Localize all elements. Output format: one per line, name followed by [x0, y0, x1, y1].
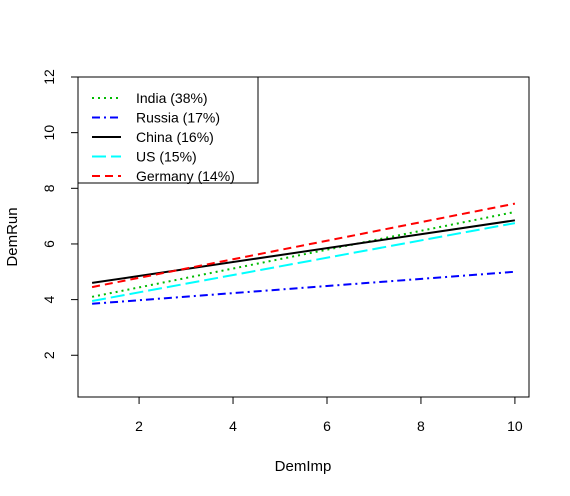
legend-label: India (38%)	[136, 90, 208, 106]
series-lines	[91, 202, 516, 305]
x-axis: 2 4 6 8 10	[135, 396, 523, 434]
y-axis-title: DemRun	[4, 207, 21, 266]
x-tick-label: 6	[323, 418, 331, 434]
x-axis-title: DemImp	[275, 458, 332, 475]
legend-label: US (15%)	[136, 149, 197, 165]
y-tick-label: 2	[41, 351, 57, 359]
legend-box	[77, 76, 259, 184]
series-line	[92, 270, 515, 305]
x-tick-label: 4	[229, 418, 237, 434]
y-tick-label: 4	[41, 296, 57, 304]
y-tick-label: 8	[41, 184, 57, 192]
legend-label: Russia (17%)	[136, 110, 220, 126]
series-line	[91, 219, 516, 284]
series-line	[91, 202, 516, 289]
legend-label: Germany (14%)	[136, 168, 235, 184]
y-tick-label: 10	[41, 125, 57, 141]
legend-label: China (16%)	[136, 129, 214, 145]
y-tick-label: 12	[41, 69, 57, 85]
y-axis: 2 4 6 8 10 12	[41, 69, 79, 359]
series-line	[91, 222, 516, 302]
series-line	[91, 210, 516, 298]
y-tick-label: 6	[41, 240, 57, 248]
x-tick-label: 2	[135, 418, 143, 434]
x-tick-label: 8	[417, 418, 425, 434]
legend: India (38%) Russia (17%) China (16%) US (15…	[77, 76, 259, 184]
x-tick-label: 10	[507, 418, 523, 434]
